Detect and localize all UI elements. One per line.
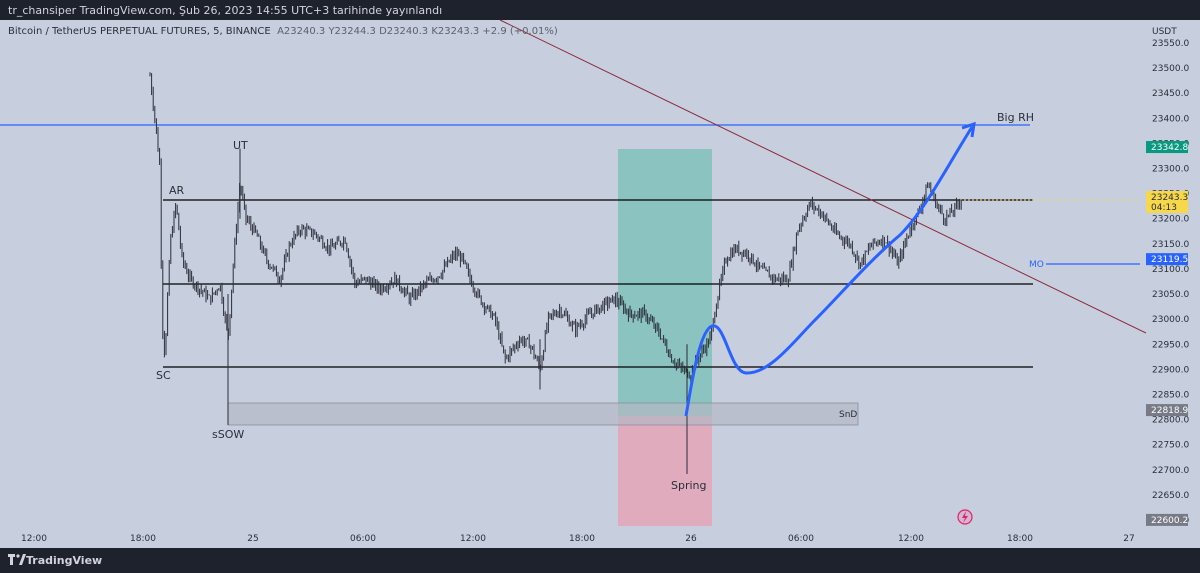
mo-label: MO xyxy=(1029,260,1044,270)
long-position-loss-zone[interactable] xyxy=(618,416,712,526)
spring-label: Spring xyxy=(671,479,707,492)
big-rh-label: Big RH xyxy=(997,111,1034,124)
price-tick-label: 22850.0 xyxy=(1152,390,1189,400)
publish-header: tr_chansiper TradingView.com, Şub 26, 20… xyxy=(0,0,1200,20)
price-tick-label: 23300.0 xyxy=(1152,165,1189,175)
price-tick-label: 22750.0 xyxy=(1152,441,1189,451)
ohlc-values: A23240.3 Y23244.3 D23240.3 K23243.3 +2.9… xyxy=(277,26,558,37)
price-tick-label: 23400.0 xyxy=(1152,114,1189,124)
time-tick-label: 06:00 xyxy=(350,534,376,544)
time-tick-label: 12:00 xyxy=(898,534,924,544)
price-badge-bg xyxy=(1146,253,1188,266)
projected-price-path[interactable] xyxy=(684,126,974,417)
symbol-name[interactable]: Bitcoin / TetherUS PERPETUAL FUTURES, 5,… xyxy=(8,26,271,37)
price-tick-label: 23550.0 xyxy=(1152,39,1189,49)
price-tick-label: 22800.0 xyxy=(1152,416,1189,426)
snd-label: SnD xyxy=(839,410,857,420)
price-badge: 23342.8 xyxy=(1146,141,1188,154)
currency-label: USDT xyxy=(1152,27,1177,37)
time-tick-label: 18:00 xyxy=(1007,534,1033,544)
price-tick-label: 23100.0 xyxy=(1152,265,1189,275)
price-tick-label: 22950.0 xyxy=(1152,340,1189,350)
price-badge: 23243.304:13 xyxy=(1146,190,1188,213)
price-tick-label: 23450.0 xyxy=(1152,89,1189,99)
projected-path-arrowhead xyxy=(961,121,976,138)
price-badge: 22600.2 xyxy=(1146,513,1188,526)
time-tick-label: 26 xyxy=(685,534,697,544)
time-tick-label: 27 xyxy=(1123,534,1134,544)
price-badges: 23342.8 23243.304:13 23119.5 22818.9 22600.2 xyxy=(1146,141,1188,526)
price-badge-text: 23119.5 xyxy=(1151,255,1188,265)
price-badge-countdown: 04:13 xyxy=(1151,203,1177,213)
price-badge-bg xyxy=(1146,404,1188,417)
sc-label: SC xyxy=(156,369,171,382)
price-tick-label: 22700.0 xyxy=(1152,466,1189,476)
price-tick-label: 23050.0 xyxy=(1152,290,1189,300)
tradingview-brand[interactable]: TradingView xyxy=(26,554,103,567)
time-tick-label: 18:00 xyxy=(569,534,595,544)
time-axis[interactable]: 12:00 18:00 25 06:00 12:00 18:00 26 06:00 12:00 1… xyxy=(21,534,1135,544)
price-badge-bg xyxy=(1146,190,1188,213)
long-position-profit-zone[interactable] xyxy=(618,149,712,416)
price-tick-label: 23150.0 xyxy=(1152,240,1189,250)
time-tick-label: 25 xyxy=(247,534,258,544)
price-badge: 23119.5 xyxy=(1146,253,1188,266)
footer-bar: TradingView xyxy=(0,548,1200,573)
price-tick-label: 22900.0 xyxy=(1152,365,1189,375)
publish-line: tr_chansiper TradingView.com, Şub 26, 20… xyxy=(8,4,443,17)
price-badge-text: 22818.9 xyxy=(1151,406,1188,416)
descending-trend-line[interactable] xyxy=(499,20,1147,334)
price-tick-label: 22650.0 xyxy=(1152,491,1189,501)
price-badge-bg xyxy=(1146,513,1188,526)
price-tick-label: 23000.0 xyxy=(1152,315,1189,325)
price-axis[interactable]: 23550.023500.023450.023400.023350.023300… xyxy=(1152,39,1189,526)
time-tick-label: 12:00 xyxy=(21,534,47,544)
time-tick-label: 12:00 xyxy=(460,534,486,544)
time-tick-label: 06:00 xyxy=(788,534,814,544)
ut-label: UT xyxy=(233,139,248,152)
price-badge-text: 23243.3 xyxy=(1151,193,1188,203)
price-badge: 22818.9 xyxy=(1146,404,1188,417)
time-tick-label: 18:00 xyxy=(130,534,156,544)
price-tick-label: 23200.0 xyxy=(1152,215,1189,225)
ar-label: AR xyxy=(169,184,185,197)
tradingview-logo-icon[interactable] xyxy=(8,554,26,566)
alert-lightning-icon[interactable] xyxy=(957,509,973,525)
snd-zone[interactable] xyxy=(227,402,859,426)
price-chart[interactable]: Big RH UT AR SC sSOW SnD Spring MO 23550… xyxy=(0,20,1200,548)
price-badge-text: 23342.8 xyxy=(1151,143,1188,153)
price-tick-label: 23500.0 xyxy=(1152,64,1189,74)
price-badge-bg xyxy=(1146,141,1188,154)
symbol-legend[interactable]: Bitcoin / TetherUS PERPETUAL FUTURES, 5,… xyxy=(8,26,558,37)
price-badge-text: 22600.2 xyxy=(1151,516,1188,526)
candlestick-series xyxy=(149,72,962,420)
ssow-label: sSOW xyxy=(212,428,244,441)
